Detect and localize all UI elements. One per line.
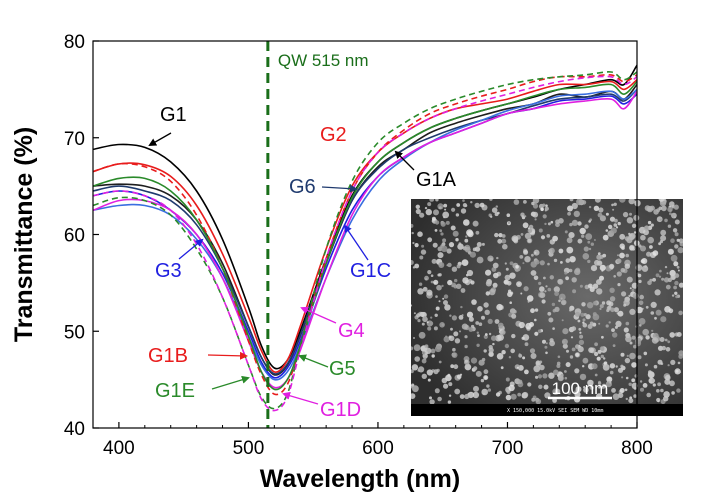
x-tick-label-500: 500 xyxy=(233,438,265,459)
series-line-g6 xyxy=(93,88,637,375)
annotation-arrow-g5 xyxy=(298,354,329,368)
y-tick-label-40: 40 xyxy=(64,419,85,440)
series-line-g2 xyxy=(93,79,637,373)
annotation-arrow-g1b xyxy=(207,351,248,360)
y-tick-label-70: 70 xyxy=(64,129,85,150)
series-line-g5 xyxy=(93,81,637,391)
sem-inset: X 150,000 15.0kV SEI SEM WD 10mm 100 nm xyxy=(411,199,683,416)
series-line-g1e xyxy=(93,71,637,410)
annotation-label-g3: G3 xyxy=(155,260,182,282)
axes-layer: 400 500 600 700 800 40 50 60 70 80 Wavelength (nm)… xyxy=(10,32,653,493)
annotation-layer: G1 G2 G1A G6 G3 G1C G4 G1B G5 G1E G1D xyxy=(148,104,457,421)
annotation-label-g6: G6 xyxy=(289,176,316,198)
annotation-label-g1d: G1D xyxy=(320,399,361,421)
x-tick-label-400: 400 xyxy=(103,438,135,459)
annotation-label-g1a: G1A xyxy=(416,169,457,191)
annotation-arrow-g1e xyxy=(211,375,250,390)
y-tick-label-50: 50 xyxy=(64,322,85,343)
sem-footer-bar xyxy=(411,404,683,416)
y-tick-label-80: 80 xyxy=(64,32,85,53)
x-tick-label-700: 700 xyxy=(492,438,524,459)
x-tick-label-600: 600 xyxy=(362,438,394,459)
x-axis-title: Wavelength (nm) xyxy=(260,465,460,493)
annotation-label-g1b: G1B xyxy=(148,345,188,367)
sem-particles xyxy=(411,199,683,405)
annotation-arrow-g1a xyxy=(394,150,415,171)
scale-bar-label: 100 nm xyxy=(552,379,609,398)
annotation-label-g1e: G1E xyxy=(155,380,195,402)
sem-footer-text: X 150,000 15.0kV SEI SEM WD 10mm xyxy=(507,408,603,414)
annotation-label-g2: G2 xyxy=(320,124,347,146)
annotation-label-g1c: G1C xyxy=(350,260,391,282)
annotation-arrow-g4 xyxy=(300,306,337,324)
annotation-arrow-g6 xyxy=(321,184,358,193)
annotation-arrow-g1c xyxy=(343,224,369,261)
annotation-label-g1: G1 xyxy=(160,104,187,126)
reference-line-label: QW 515 nm xyxy=(278,51,369,70)
y-axis-title: Transmittance (%) xyxy=(10,127,38,342)
annotation-arrow-g3 xyxy=(178,238,204,260)
annotation-arrow-g1d xyxy=(282,391,319,405)
y-tick-label-60: 60 xyxy=(64,226,85,247)
annotation-label-g5: G5 xyxy=(329,358,356,380)
series-line-g4 xyxy=(93,90,637,389)
reference-line-layer: QW 515 nm xyxy=(266,41,369,428)
annotation-label-g4: G4 xyxy=(338,320,365,342)
x-tick-label-800: 800 xyxy=(621,438,653,459)
annotation-arrow-g1 xyxy=(148,132,172,146)
